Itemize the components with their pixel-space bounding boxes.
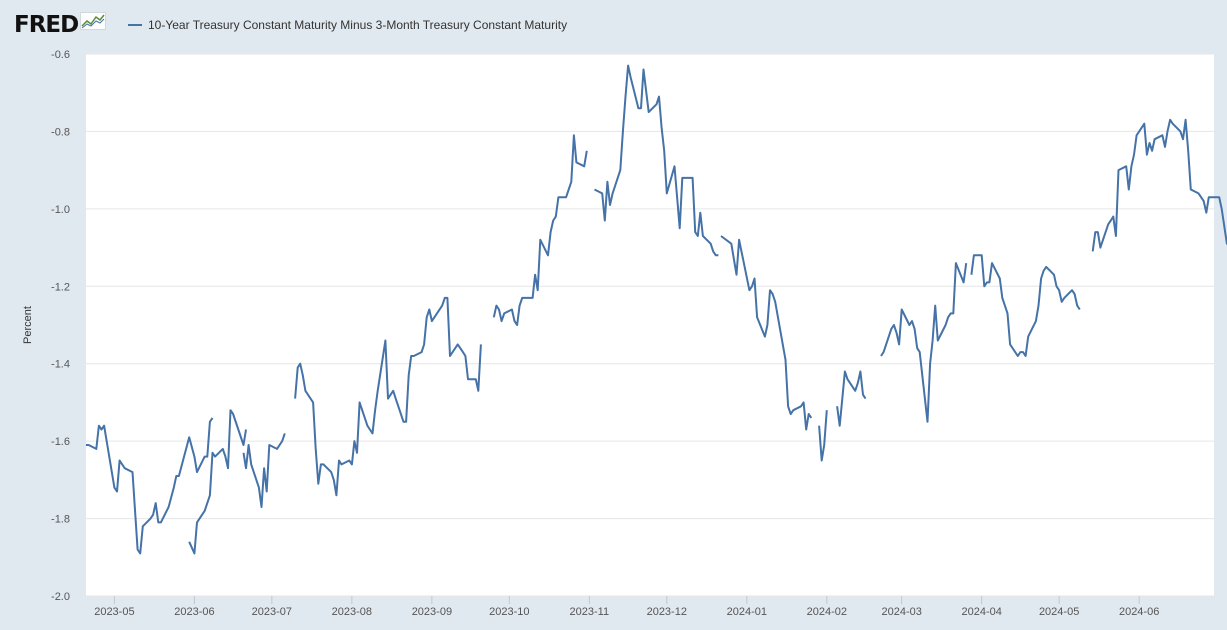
x-tick-label: 2024-04 — [962, 606, 1002, 618]
series-line-segment — [86, 417, 214, 555]
series-line-segment — [1091, 118, 1227, 252]
x-tick-label: 2023-11 — [570, 606, 610, 618]
chart-header: FRED 10-Year Treasury Constant Maturity … — [0, 0, 1227, 50]
x-tick-label: 2024-01 — [727, 606, 767, 618]
y-tick-label: -0.8 — [51, 126, 70, 138]
y-tick-label: -1.0 — [51, 204, 70, 216]
series-line-segment — [242, 433, 286, 508]
y-tick-label: -0.6 — [51, 49, 70, 61]
series-line-segment — [836, 370, 867, 427]
y-tick-label: -1.6 — [51, 436, 70, 448]
series-line-segment — [492, 134, 588, 326]
series-lines — [86, 64, 1227, 555]
series-line-segment — [188, 409, 247, 555]
fred-logo[interactable]: FRED — [14, 12, 107, 38]
series-line-segment — [720, 235, 813, 431]
x-tick-label: 2024-03 — [881, 606, 921, 618]
y-tick-label: -2.0 — [51, 591, 70, 603]
gridlines — [86, 53, 1214, 597]
y-axis-title: Percent — [22, 306, 34, 344]
legend-label: 10-Year Treasury Constant Maturity Minus… — [148, 18, 568, 32]
plot-area — [86, 54, 1214, 596]
series-line-segment — [970, 254, 1081, 357]
x-tick-label: 2023-12 — [647, 606, 687, 618]
series-line-segment — [294, 296, 482, 497]
legend-swatch — [128, 24, 142, 26]
x-tick-label: 2023-09 — [412, 606, 452, 618]
x-tick-label: 2023-07 — [252, 606, 292, 618]
y-tick-label: -1.8 — [51, 514, 70, 526]
x-tick-label: 2024-05 — [1039, 606, 1079, 618]
series-line-segment — [880, 262, 968, 423]
line-chart-icon — [80, 12, 107, 35]
series-line-segment — [818, 410, 828, 462]
y-tick-label: -1.2 — [51, 281, 70, 293]
y-axis: -2.0 -1.8 -1.6 -1.4 -1.2 -1.0 -0.8 -0.6 — [51, 49, 70, 603]
x-tick-label: 2024-06 — [1119, 606, 1159, 618]
x-tick-label: 2023-10 — [489, 606, 529, 618]
series-line-segment — [594, 64, 719, 257]
x-tick-label: 2023-08 — [332, 606, 372, 618]
y-tick-label: -1.4 — [51, 359, 70, 371]
fred-logo-text: FRED — [14, 12, 79, 38]
x-tick-label: 2024-02 — [807, 606, 847, 618]
x-tick-label: 2023-05 — [94, 606, 134, 618]
x-axis: 2023-05 2023-06 2023-07 2023-08 2023-09 2023-… — [94, 596, 1159, 618]
x-tick-label: 2023-06 — [174, 606, 214, 618]
chart-legend[interactable]: 10-Year Treasury Constant Maturity Minus… — [128, 18, 567, 32]
